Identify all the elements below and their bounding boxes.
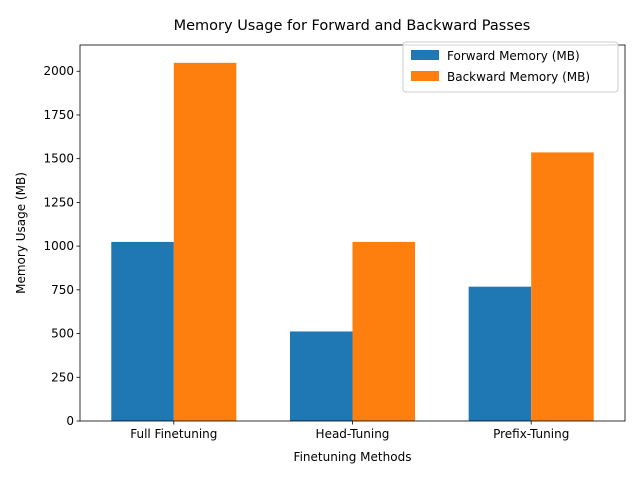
y-tick-label: 1000 xyxy=(43,239,74,253)
bar-forward-0 xyxy=(111,241,174,421)
y-tick-label: 2000 xyxy=(43,64,74,78)
legend-label-backward: Backward Memory (MB) xyxy=(447,70,590,84)
legend: Forward Memory (MB) Backward Memory (MB) xyxy=(402,41,619,93)
y-axis-label: Memory Usage (MB) xyxy=(14,172,28,294)
y-tick-label: 0 xyxy=(66,414,74,428)
x-tick-label: Head-Tuning xyxy=(316,427,390,441)
y-axis: 0 250 500 750 1000 1250 1500 1750 2000 xyxy=(43,64,80,428)
legend-swatch-backward xyxy=(411,71,439,81)
x-tick-label: Prefix-Tuning xyxy=(493,427,569,441)
x-axis-label: Finetuning Methods xyxy=(294,450,412,464)
y-tick-label: 500 xyxy=(51,327,74,341)
bar-backward-0 xyxy=(173,62,237,422)
x-axis: Full Finetuning Head-Tuning Prefix-Tuning xyxy=(130,421,569,441)
bar-backward-2 xyxy=(531,152,594,421)
legend-label-forward: Forward Memory (MB) xyxy=(447,49,580,63)
plot-frame xyxy=(79,44,626,422)
y-tick-label: 1250 xyxy=(43,195,74,209)
chart-title: Memory Usage for Forward and Backward Pa… xyxy=(174,18,531,34)
x-tick-label: Full Finetuning xyxy=(130,427,217,441)
bar-forward-1 xyxy=(289,331,353,421)
y-tick-label: 750 xyxy=(51,283,74,297)
legend-swatch-forward xyxy=(411,50,439,60)
legend-box xyxy=(402,41,619,93)
bar-forward-2 xyxy=(468,286,532,421)
y-tick-label: 1750 xyxy=(43,108,74,122)
y-tick-label: 250 xyxy=(51,370,74,384)
bar-backward-1 xyxy=(352,241,416,421)
y-tick-label: 1500 xyxy=(43,152,74,166)
bars-group xyxy=(111,62,594,422)
